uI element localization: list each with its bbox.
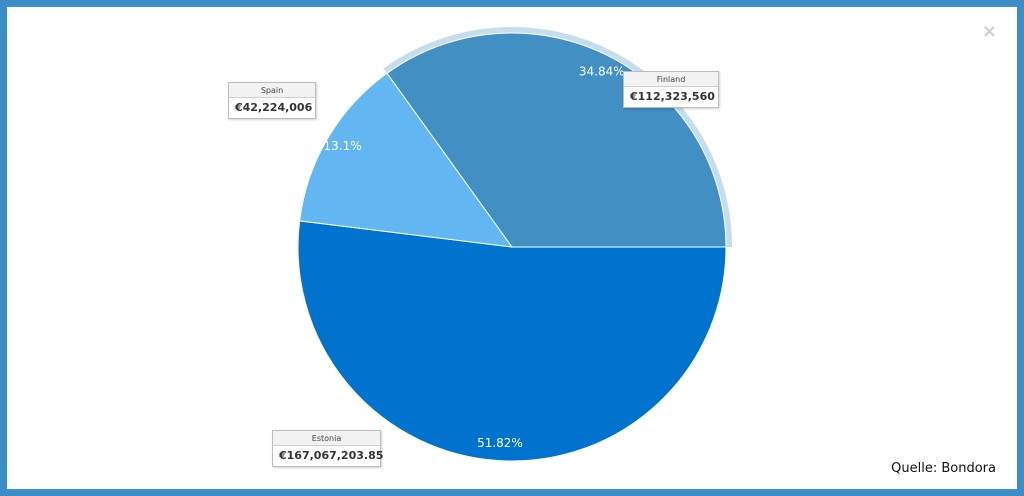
slice-percent-label-spain: 13.1% xyxy=(324,139,362,153)
pie-slice-estonia[interactable] xyxy=(297,220,727,462)
callout-spain-value: €42,224,006 xyxy=(235,101,313,114)
callout-estonia-value: €167,067,203.85 xyxy=(279,449,384,462)
slice-percent-label-finland: 34.84% xyxy=(579,64,625,78)
callout-estonia: Estonia €167,067,203.85 xyxy=(272,430,384,467)
callout-estonia-name: Estonia xyxy=(273,431,380,446)
callout-spain-name: Spain xyxy=(229,83,315,98)
callout-finland-name: Finland xyxy=(624,72,718,87)
source-caption: Quelle: Bondora xyxy=(891,461,996,476)
close-icon[interactable]: × xyxy=(981,21,997,42)
callout-finland-value: €112,323,560 xyxy=(630,90,715,103)
callout-spain: Spain €42,224,006 xyxy=(228,82,316,119)
callout-finland: Finland €112,323,560 xyxy=(623,71,719,108)
pie-slice-spain[interactable] xyxy=(299,72,514,248)
slice-percent-label-estonia: 51.82% xyxy=(477,436,523,450)
